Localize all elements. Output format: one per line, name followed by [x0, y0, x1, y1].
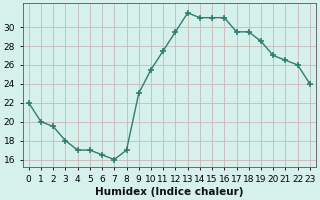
X-axis label: Humidex (Indice chaleur): Humidex (Indice chaleur)	[95, 187, 244, 197]
